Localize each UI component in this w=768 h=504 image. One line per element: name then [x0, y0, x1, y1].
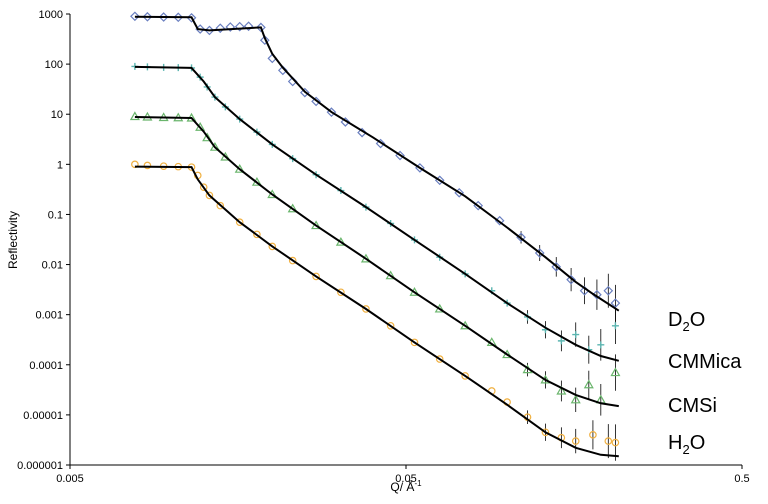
h2o-point — [253, 230, 261, 239]
series-label-d2o: D2O — [668, 309, 705, 334]
y-tick-label: 0.0001 — [29, 360, 63, 372]
series-label-d2o-tail: O — [690, 309, 706, 331]
h2o-point — [216, 201, 225, 210]
cmsi-point — [202, 132, 213, 142]
y-tick-label: 0.001 — [35, 310, 63, 322]
cmsi-point — [220, 151, 231, 161]
y-tick-label: 0.00001 — [23, 410, 63, 422]
series-label-h2o-sub: 2 — [682, 442, 689, 457]
cmsi-point — [570, 394, 581, 404]
h2o-point — [143, 161, 152, 170]
series-label-h2o-tail: O — [690, 432, 706, 454]
cmsi-point — [209, 141, 220, 151]
series-label-h2o-main: H — [668, 432, 682, 454]
cmsi-point — [129, 111, 140, 121]
y-tick-label: 100 — [45, 59, 63, 71]
axis-ticks: 0.000001 0.00001 0.0001 0.001 0.01 0.1 1 10 100 1… — [17, 9, 750, 485]
x-tick-label: 0.005 — [56, 473, 84, 485]
h2o-point — [589, 431, 597, 439]
h2o-point — [386, 321, 395, 330]
x-axis-title-superscript: -1 — [414, 479, 422, 488]
y-tick-label: 10 — [51, 109, 63, 121]
h2o-point — [571, 437, 580, 445]
d2o-point — [158, 12, 169, 22]
d2o-point — [340, 117, 351, 127]
h2o-point — [410, 338, 419, 347]
d2o-point — [603, 285, 614, 296]
y-tick-label: 0.01 — [42, 260, 63, 272]
cmsi-point — [556, 385, 567, 395]
series-d2o — [130, 11, 621, 322]
fit-curves — [134, 15, 620, 458]
d2o-point — [375, 138, 386, 149]
y-tick-label: 0.000001 — [17, 460, 63, 472]
cmsi-point — [610, 367, 621, 377]
y-tick-label: 1000 — [39, 9, 63, 21]
y-tick-label: 1 — [57, 159, 63, 171]
series-label-d2o-main: D — [668, 309, 682, 331]
h2o-point — [205, 191, 214, 200]
h2o-point — [235, 218, 244, 227]
y-axis-title: Reflectivity — [6, 211, 20, 269]
cmsi-point — [583, 379, 594, 389]
h2o-point — [461, 372, 469, 380]
x-tick-label: 0.05 — [395, 473, 416, 485]
h2o-point — [362, 305, 370, 313]
d2o-point — [259, 35, 270, 46]
data-markers — [129, 11, 621, 461]
d2o-point — [225, 22, 236, 32]
h2o-point — [288, 256, 297, 265]
series-label-d2o-sub: 2 — [682, 319, 689, 334]
d2o-point — [142, 11, 153, 22]
d2o-point — [610, 298, 621, 308]
d2o-point — [130, 11, 140, 22]
h2o-point — [312, 272, 320, 281]
series-h2o — [131, 160, 620, 461]
h2o-point — [435, 355, 444, 363]
fit-curve-cmmica — [134, 65, 620, 362]
d2o-point — [277, 65, 288, 76]
h2o-point — [268, 242, 277, 251]
d2o-point — [204, 25, 215, 36]
d2o-point — [551, 262, 562, 272]
h2o-point — [131, 160, 139, 169]
fit-curve-cmsi — [134, 116, 619, 408]
d2o-point — [173, 12, 184, 23]
plot-area — [69, 14, 742, 466]
d2o-point — [300, 87, 310, 98]
series-labels: D2O CMMica CMSi H2O — [668, 309, 742, 457]
series-label-h2o: H2O — [668, 432, 705, 457]
d2o-point — [592, 289, 602, 300]
d2o-point — [215, 23, 226, 34]
h2o-point — [199, 183, 208, 191]
h2o-point — [604, 437, 613, 445]
d2o-point — [566, 274, 576, 285]
x-axis-title-main: Q/ Å — [390, 479, 414, 494]
y-tick-label: 0.1 — [48, 209, 63, 221]
h2o-point — [541, 428, 550, 437]
h2o-point — [611, 438, 620, 447]
d2o-point — [311, 96, 321, 107]
x-tick-label: 0.5 — [734, 473, 749, 485]
fit-curve-d2o — [134, 15, 620, 312]
series-label-cmsi: CMSi — [668, 395, 717, 417]
cmmica-point — [572, 331, 580, 339]
cmmica-point — [557, 337, 565, 345]
h2o-point — [337, 288, 345, 297]
d2o-point — [234, 21, 245, 32]
cmmica-point — [597, 341, 605, 349]
d2o-point — [256, 22, 266, 33]
cmmica-point — [611, 322, 619, 330]
d2o-point — [243, 21, 254, 32]
x-axis-title: Q/ Å-1 — [390, 479, 422, 494]
fit-curve-h2o — [134, 165, 619, 458]
series-label-cmmica: CMMica — [668, 351, 742, 373]
